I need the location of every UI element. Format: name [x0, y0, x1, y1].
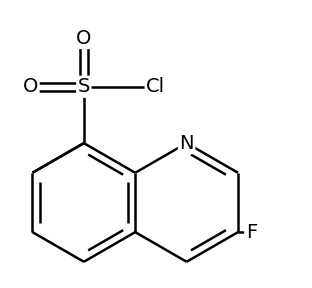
Text: O: O	[23, 77, 38, 96]
Text: Cl: Cl	[146, 77, 165, 96]
Text: F: F	[246, 223, 257, 242]
Text: N: N	[179, 134, 194, 153]
Text: O: O	[76, 29, 91, 48]
Text: S: S	[78, 77, 90, 96]
